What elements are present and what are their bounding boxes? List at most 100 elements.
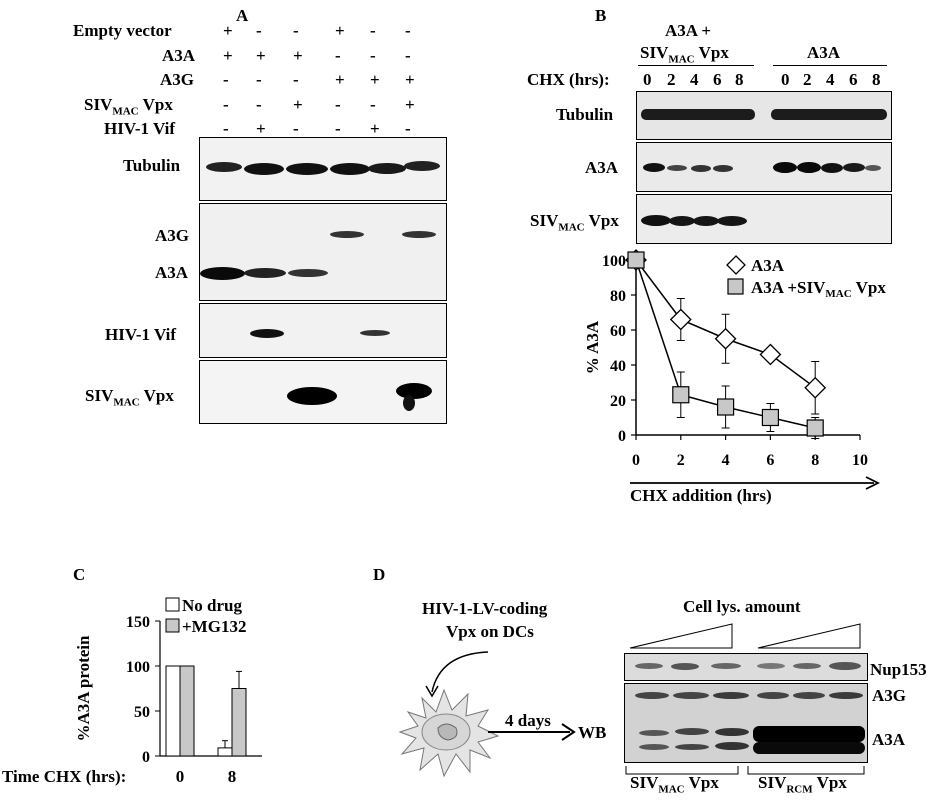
blot-vif — [199, 303, 447, 358]
band — [793, 663, 821, 669]
timepoint-label: 2 — [667, 70, 676, 89]
data-point-diamond — [669, 308, 692, 331]
blot-label-a3g: A3G — [155, 226, 189, 245]
blot-label-hiv1-vif: HIV-1 Vif — [105, 325, 176, 344]
band — [250, 329, 284, 338]
group-underline — [638, 65, 754, 66]
condition-mark: + — [223, 46, 233, 65]
timepoint-label: 2 — [803, 70, 812, 89]
band — [244, 163, 284, 175]
condition-mark: + — [293, 95, 303, 114]
blot-label-tubulin-b: Tubulin — [556, 105, 614, 124]
band — [843, 163, 865, 172]
wb-label: WB — [578, 723, 607, 742]
band — [673, 692, 709, 699]
bar — [165, 665, 181, 757]
condition-mark: + — [256, 46, 266, 65]
x-axis-arrow-head — [865, 476, 881, 490]
band — [639, 744, 669, 750]
condition-mark: - — [370, 46, 376, 65]
band — [641, 215, 671, 226]
band — [821, 163, 843, 173]
legend-marker-square — [727, 278, 744, 295]
condition-mark: - — [256, 21, 262, 40]
band — [641, 109, 755, 120]
x-tick-label: 10 — [852, 452, 868, 469]
blot-label-a3a: A3A — [155, 263, 189, 282]
condition-mark: + — [405, 95, 415, 114]
days-label: 4 days — [505, 711, 551, 730]
condition-mark: - — [335, 95, 341, 114]
band — [717, 216, 747, 226]
band — [675, 744, 709, 750]
x-tick-label: 0 — [632, 452, 640, 469]
blot-label-a3a-d: A3A — [872, 730, 906, 749]
row-label-empty-vector: Empty vector — [73, 21, 172, 40]
lv-label-line2: Vpx on DCs — [446, 622, 534, 641]
band — [360, 330, 390, 336]
y-tick-label: 60 — [610, 323, 626, 340]
lv-label-line1: HIV-1-LV-coding — [422, 599, 548, 618]
band — [330, 231, 364, 238]
band — [244, 268, 286, 278]
x-tick-label: 8 — [811, 452, 819, 469]
timepoint-label: 0 — [643, 70, 652, 89]
x-tick-label: 6 — [766, 452, 774, 469]
band — [753, 742, 865, 754]
band — [635, 692, 669, 699]
bar — [179, 665, 195, 757]
blot-tubulin-b — [636, 91, 892, 140]
x-axis-label: Time CHX (hrs): — [2, 767, 126, 786]
condition-mark: - — [293, 70, 299, 89]
band — [403, 395, 415, 411]
condition-mark: + — [370, 70, 380, 89]
band — [404, 161, 440, 171]
timepoint-label: 8 — [872, 70, 881, 89]
cell-lys-label: Cell lys. amount — [683, 597, 801, 616]
legend-marker-diamond — [726, 255, 746, 275]
condition-mark: - — [335, 119, 341, 138]
row-label-a3a: A3A — [162, 46, 196, 65]
data-point-square — [672, 386, 690, 404]
band — [771, 109, 887, 120]
blot-a3a-b — [636, 142, 892, 192]
band — [715, 728, 749, 736]
blot-nup153 — [624, 653, 868, 681]
band — [715, 742, 749, 750]
y-tick-label: 50 — [134, 704, 150, 721]
data-point-square — [717, 398, 735, 416]
y-tick-label: 0 — [142, 749, 150, 766]
y-tick-label: 100 — [126, 659, 150, 676]
band — [402, 231, 436, 238]
band — [643, 163, 665, 172]
band — [713, 165, 733, 172]
x-tick-label: 8 — [228, 767, 237, 786]
data-point-square — [806, 419, 824, 437]
blot-tubulin — [199, 137, 447, 201]
data-point-square — [761, 408, 779, 427]
y-tick-label: 150 — [126, 614, 150, 631]
blot-label-a3a-b: A3A — [585, 158, 619, 177]
condition-mark: - — [223, 119, 229, 138]
legend-swatch — [165, 597, 180, 612]
row-label-a3g: A3G — [160, 70, 194, 89]
y-axis-label: % A3A — [583, 320, 602, 374]
timepoint-label: 4 — [826, 70, 835, 89]
band — [200, 267, 245, 280]
condition-mark: + — [223, 21, 233, 40]
amount-wedge-1 — [629, 623, 733, 649]
timepoint-label: 6 — [849, 70, 858, 89]
band — [693, 216, 719, 226]
data-point-diamond — [804, 376, 827, 399]
chart-c-bar: 0 50 100 150 %A3A protein 0 8 Time CHX (hrs): No… — [2, 596, 262, 786]
blot-a3g-a3a — [199, 203, 447, 301]
panel-c-letter: C — [73, 565, 86, 584]
band — [669, 216, 695, 226]
condition-mark: + — [335, 21, 345, 40]
group-label-sivmac-vpx: SIVMAC Vpx — [640, 43, 729, 66]
blot-label-sivmac-vpx: SIVMAC Vpx — [85, 386, 174, 409]
condition-mark: - — [223, 70, 229, 89]
legend-label: No drug — [182, 596, 242, 615]
timepoint-label: 6 — [713, 70, 722, 89]
condition-mark: - — [370, 95, 376, 114]
